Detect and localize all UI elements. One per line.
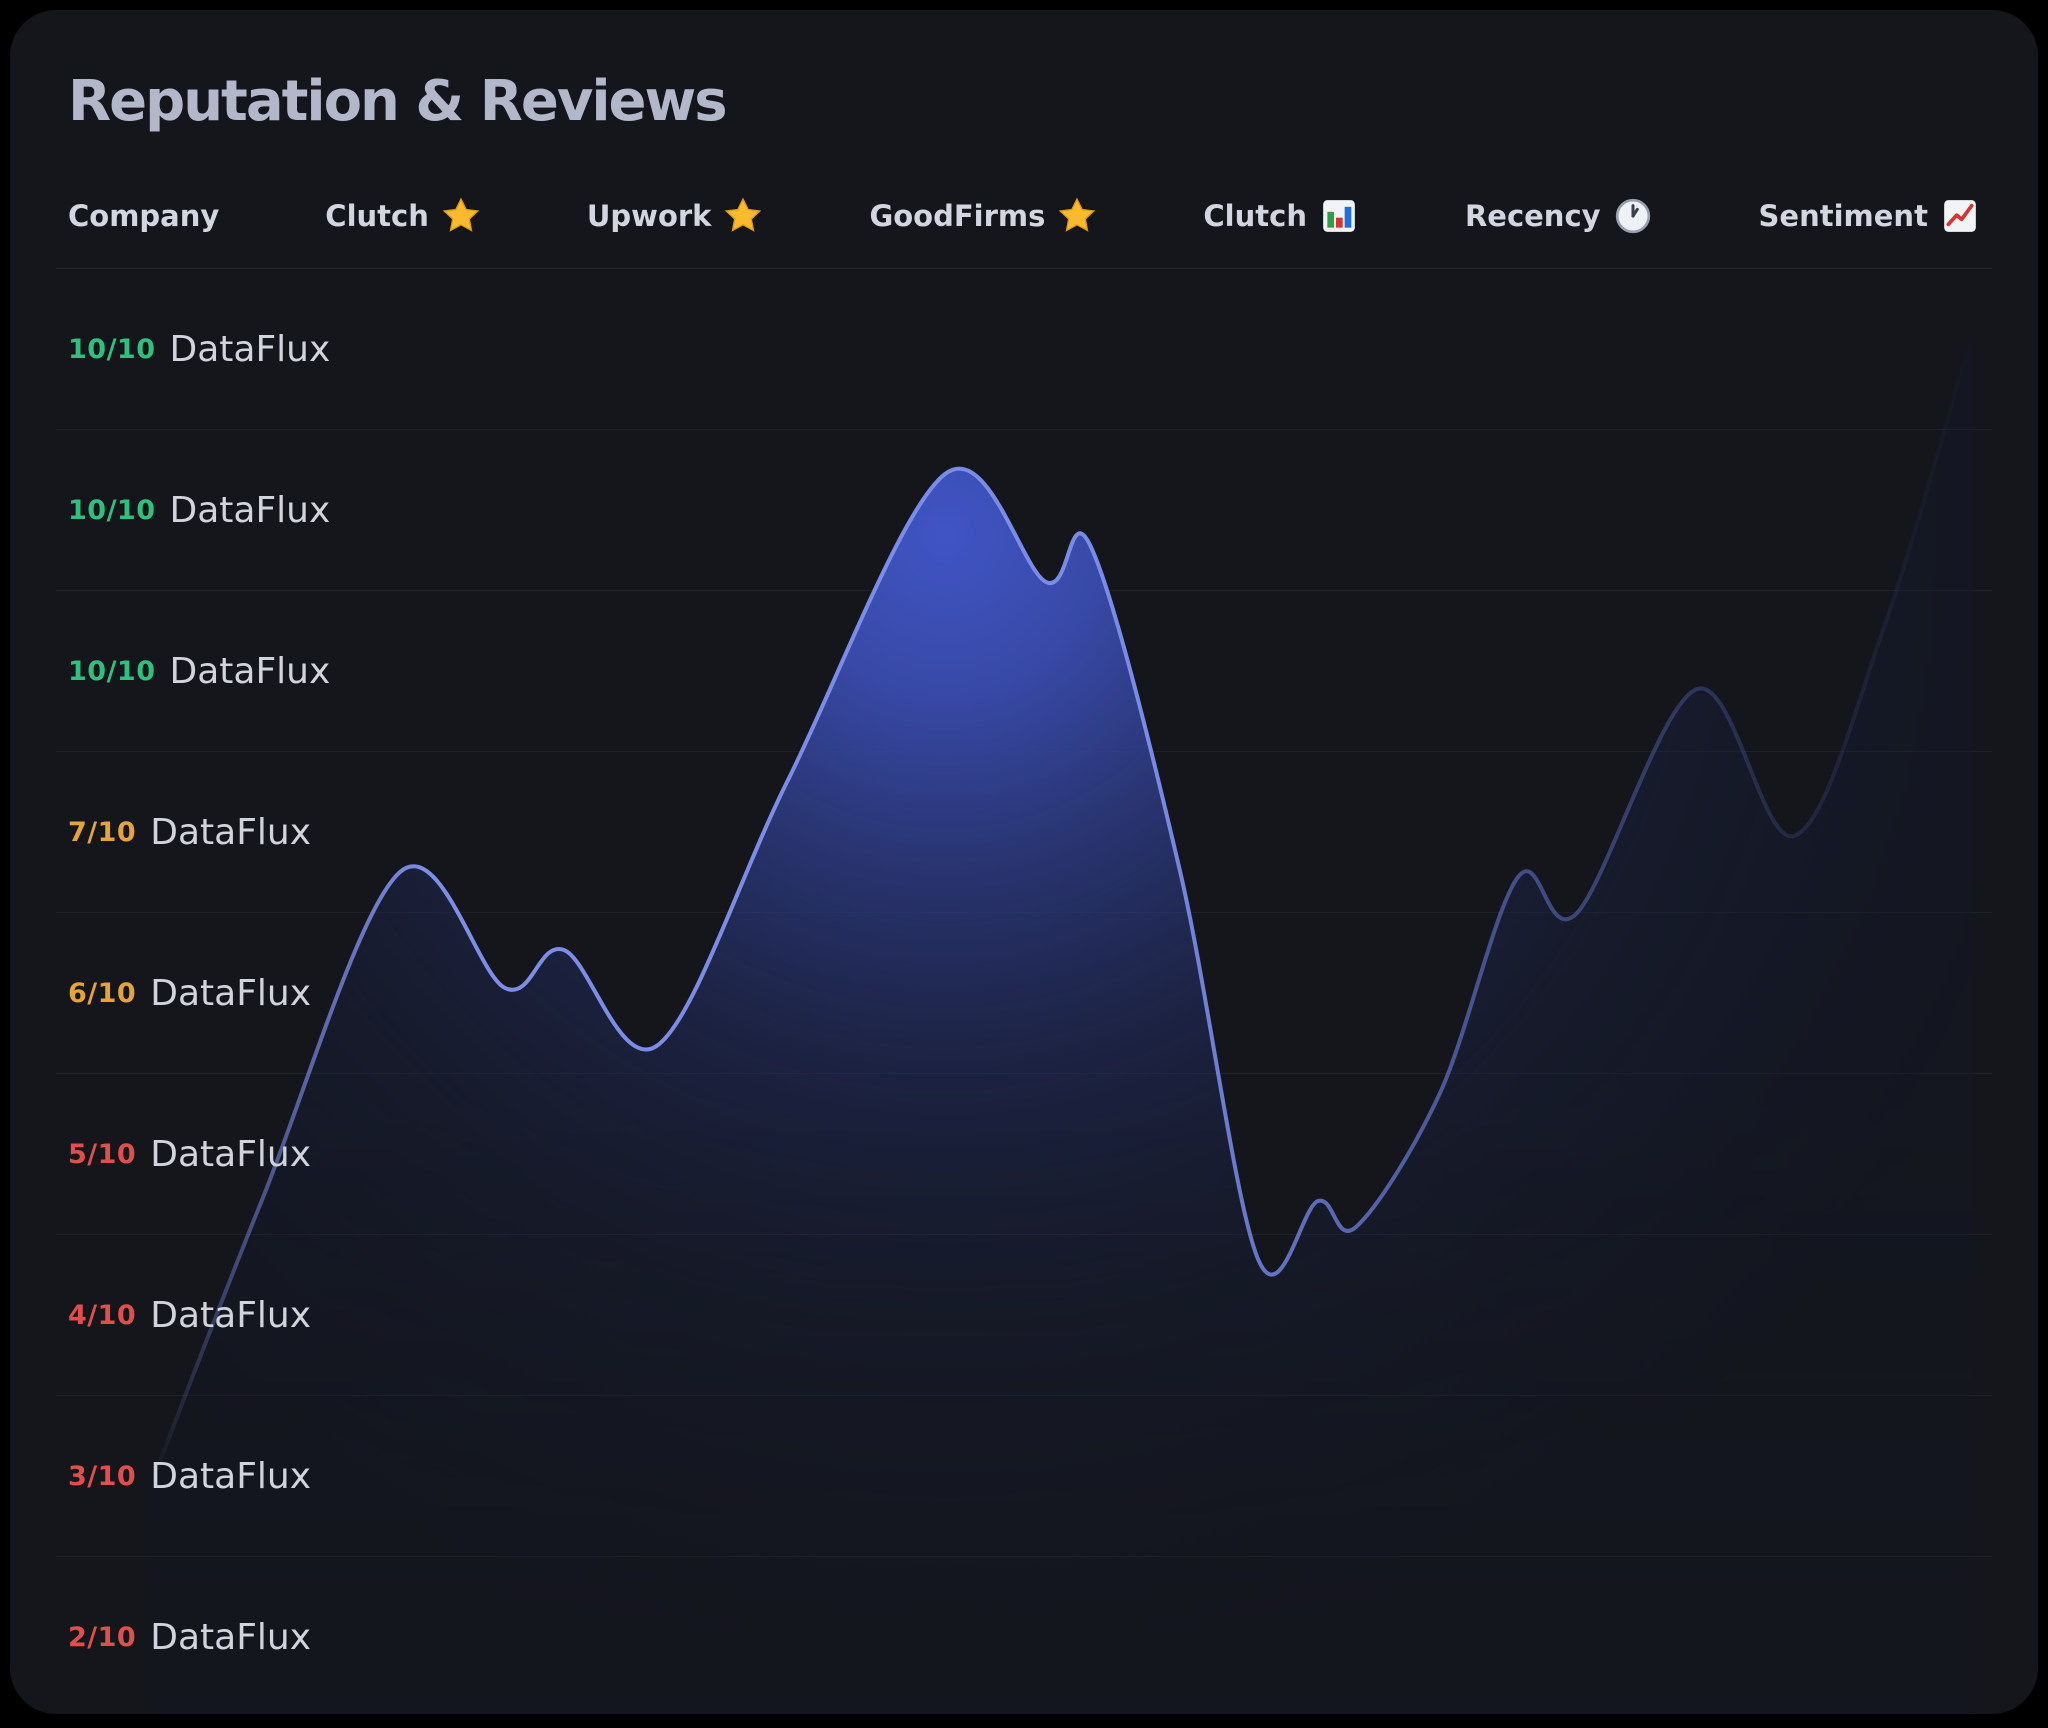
star-icon <box>442 197 480 232</box>
column-label: GoodFirms <box>869 199 1046 233</box>
clock-icon <box>1615 198 1650 234</box>
company-name: DataFlux <box>150 972 312 1014</box>
table-row[interactable]: 10/10 DataFlux <box>56 430 1992 591</box>
column-label: Company <box>68 199 220 233</box>
score-badge: 2/10 <box>68 1621 137 1653</box>
company-name: DataFlux <box>150 1616 312 1658</box>
company-rows: 10/10 DataFlux 10/10 DataFlux 10/10 Data… <box>56 269 1992 1714</box>
score-badge: 7/10 <box>68 816 137 848</box>
score-badge: 6/10 <box>68 977 137 1009</box>
column-label: Clutch <box>325 199 429 233</box>
company-name: DataFlux <box>169 489 331 531</box>
chart-increasing-icon <box>1944 200 1976 232</box>
bar-chart-icon <box>1323 200 1355 232</box>
table-row[interactable]: 4/10 DataFlux <box>56 1235 1992 1396</box>
star-icon <box>1059 197 1096 232</box>
reputation-reviews-card: Reputation & Reviews Company Clutch Upwo… <box>10 10 2038 1714</box>
page-title: Reputation & Reviews <box>68 69 728 134</box>
score-badge: 3/10 <box>68 1460 137 1492</box>
company-name: DataFlux <box>169 328 331 370</box>
column-label: Upwork <box>586 199 712 233</box>
column-header-recency[interactable]: Recency <box>1465 196 1653 236</box>
column-header-goodfirms-rating[interactable]: GoodFirms <box>869 196 1097 236</box>
table-row[interactable]: 7/10 DataFlux <box>56 752 1992 913</box>
star-icon <box>725 197 762 232</box>
table-row[interactable]: 2/10 DataFlux <box>56 1557 1992 1714</box>
column-header-sentiment[interactable]: Sentiment <box>1759 196 1980 236</box>
column-label: Recency <box>1464 199 1601 233</box>
company-name: DataFlux <box>150 1133 312 1175</box>
company-name: DataFlux <box>150 1294 312 1336</box>
company-name: DataFlux <box>150 1455 312 1497</box>
score-badge: 4/10 <box>68 1299 137 1331</box>
column-label: Sentiment <box>1758 199 1928 233</box>
column-header-company[interactable]: Company <box>68 199 219 233</box>
table-row[interactable]: 10/10 DataFlux <box>56 591 1992 752</box>
table-row[interactable]: 10/10 DataFlux <box>56 269 1992 430</box>
table-row[interactable]: 5/10 DataFlux <box>56 1074 1992 1235</box>
column-label: Clutch <box>1203 199 1307 233</box>
table-header-row: Company Clutch Upwork GoodFirms Clutch <box>56 188 1992 269</box>
score-badge: 10/10 <box>68 333 156 365</box>
column-header-clutch-reviews[interactable]: Clutch <box>1203 196 1359 236</box>
company-name: DataFlux <box>150 811 312 853</box>
score-badge: 10/10 <box>68 494 156 526</box>
column-header-upwork-rating[interactable]: Upwork <box>587 196 764 236</box>
score-badge: 10/10 <box>68 655 156 687</box>
table-row[interactable]: 3/10 DataFlux <box>56 1396 1992 1557</box>
table-row[interactable]: 6/10 DataFlux <box>56 913 1992 1074</box>
score-badge: 5/10 <box>68 1138 137 1170</box>
column-header-clutch-rating[interactable]: Clutch <box>325 196 481 236</box>
company-name: DataFlux <box>169 650 331 692</box>
